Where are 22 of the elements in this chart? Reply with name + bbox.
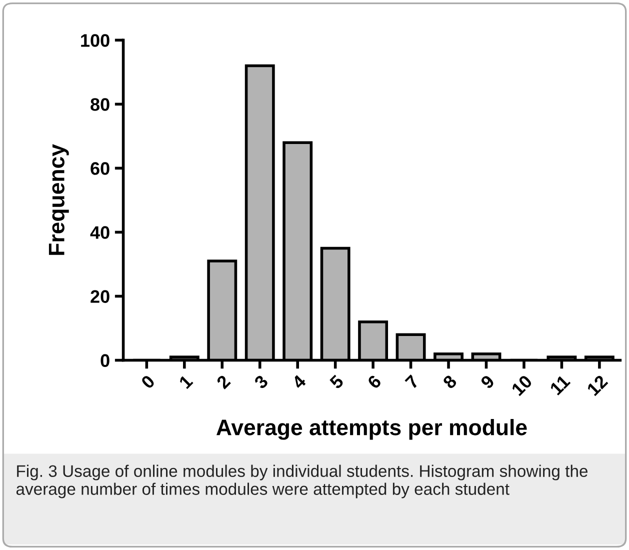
x-tick-label: 12 — [586, 374, 608, 396]
x-tick-label: 7 — [404, 374, 420, 390]
x-tick-label: 11 — [549, 374, 571, 396]
x-tick-label: 10 — [510, 374, 533, 396]
x-axis-title: Average attempts per module — [216, 418, 527, 440]
x-tick-label: 6 — [366, 374, 382, 390]
y-tick-label: 40 — [90, 226, 110, 239]
y-tick-label: 0 — [100, 354, 110, 367]
x-tick-label: 8 — [442, 374, 458, 390]
x-tick-label: 9 — [480, 374, 496, 390]
x-tick-label: 3 — [253, 374, 269, 390]
x-tick-label: 2 — [216, 374, 231, 390]
y-tick-label: 80 — [90, 98, 110, 111]
x-tick-label: 0 — [140, 374, 156, 390]
x-tick-label: 1 — [178, 374, 194, 389]
y-tick-label: 100 — [81, 34, 110, 47]
y-tick-label: 20 — [90, 290, 110, 303]
y-tick-label: 60 — [90, 162, 110, 175]
x-tick-label: 5 — [329, 374, 344, 390]
caption: Fig. 3 Usage of online modules by individual students. Histogram showing the average number of times modules were attempted by each student — [16, 464, 588, 498]
x-tick-label: 4 — [291, 374, 307, 390]
y-axis-title: Frequency — [48, 144, 69, 255]
